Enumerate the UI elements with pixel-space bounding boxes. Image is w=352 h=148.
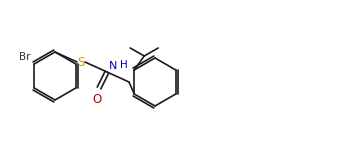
Text: O: O	[92, 93, 102, 106]
Text: N: N	[109, 61, 117, 71]
Text: H: H	[120, 60, 128, 70]
Text: S: S	[77, 56, 85, 69]
Text: Br: Br	[19, 52, 30, 62]
